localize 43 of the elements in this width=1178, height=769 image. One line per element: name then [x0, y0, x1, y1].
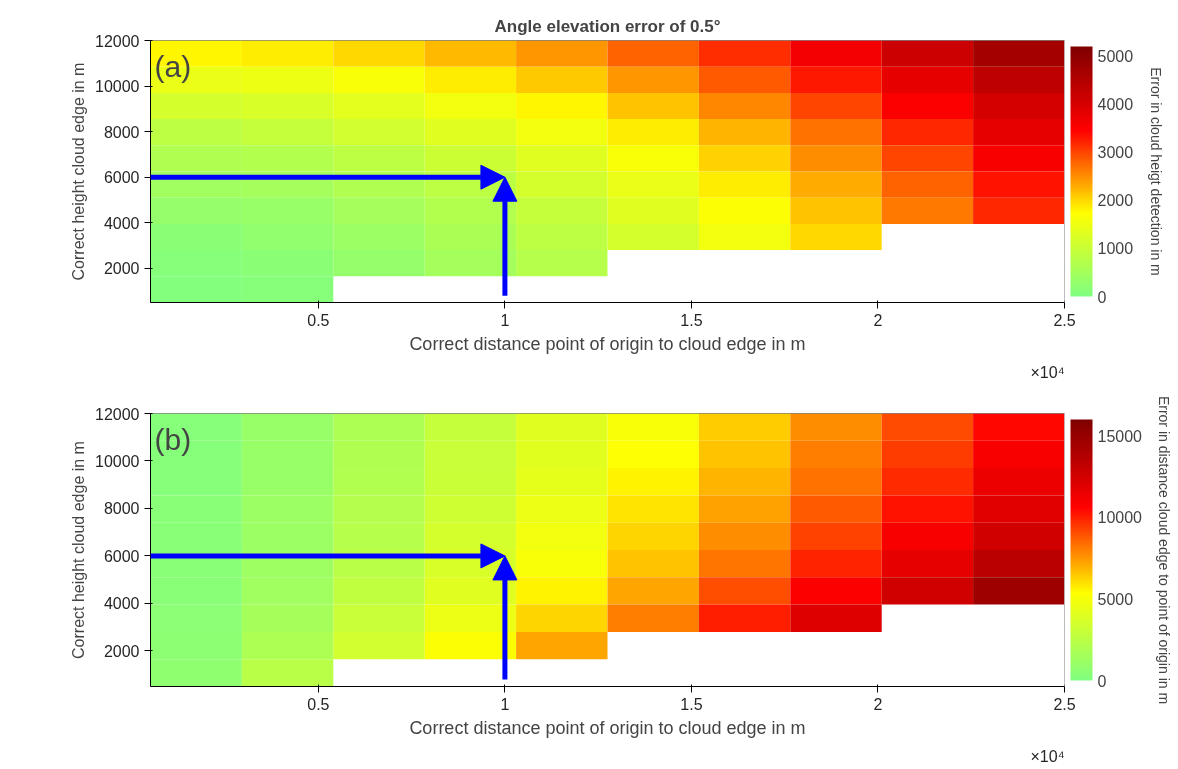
y-axis-title: Correct height cloud edge in m	[70, 441, 88, 659]
x-tick-label: 2.5	[1053, 311, 1076, 329]
y-axis-title: Correct height cloud edge in m	[70, 62, 88, 281]
y-tick-label: 8000	[103, 500, 140, 518]
color-bar-label: 15000	[1097, 427, 1143, 445]
color-bar-title: Error in distance cloud edge to point of origin in m	[1155, 395, 1172, 705]
color-bar-label: 0	[1097, 672, 1107, 690]
y-tick-label: 4000	[103, 214, 140, 232]
x-tick-label: 2	[873, 311, 883, 329]
x-tick-label: 0.5	[307, 695, 330, 713]
annotation: (a)	[154, 49, 192, 83]
y-tick-label: 10000	[95, 452, 140, 470]
color-bar-title: Error in cloud heigt detection in m	[1147, 67, 1164, 276]
y-tick-label: 4000	[103, 595, 140, 613]
y-tick-label: 6000	[103, 169, 140, 187]
x-tick-label: 2.5	[1053, 695, 1076, 713]
color-bar-label: 5000	[1097, 48, 1134, 66]
y-tick-label: 12000	[95, 405, 140, 423]
y-tick-label: 2000	[103, 260, 140, 278]
y-tick-label: 2000	[103, 642, 140, 660]
chart-title: Angle elevation error of 0.5°	[494, 16, 721, 36]
x-tick-label: 1	[500, 695, 510, 713]
y-tick-label: 6000	[103, 547, 140, 565]
x-tick-label: 1	[500, 311, 510, 329]
color-bar-label: 5000	[1097, 590, 1134, 608]
text: ×10⁴	[1030, 363, 1065, 381]
color-bar-label: 2000	[1097, 192, 1134, 210]
x-tick-label: 0.5	[307, 311, 330, 329]
x-tick-label: 1.5	[680, 311, 703, 329]
x-tick-label: 1.5	[680, 695, 703, 713]
color-bar-label: 0	[1097, 288, 1107, 306]
x-axis-title: Correct distance point of origin to cloud edge in m	[409, 717, 806, 738]
x-axis-title: Correct distance point of origin to cloud edge in m	[409, 333, 806, 354]
color-bar-label: 4000	[1097, 96, 1134, 114]
color-bar-label: 10000	[1097, 509, 1143, 527]
color-bar-label: 1000	[1097, 240, 1134, 258]
x-tick-label: 2	[873, 695, 883, 713]
y-tick-label: 10000	[95, 78, 140, 96]
y-tick-label: 12000	[95, 32, 140, 50]
y-tick-label: 8000	[103, 123, 140, 141]
annotation: (b)	[154, 422, 192, 456]
color-bar-label: 3000	[1097, 144, 1134, 162]
text: ×10⁴	[1030, 747, 1065, 765]
